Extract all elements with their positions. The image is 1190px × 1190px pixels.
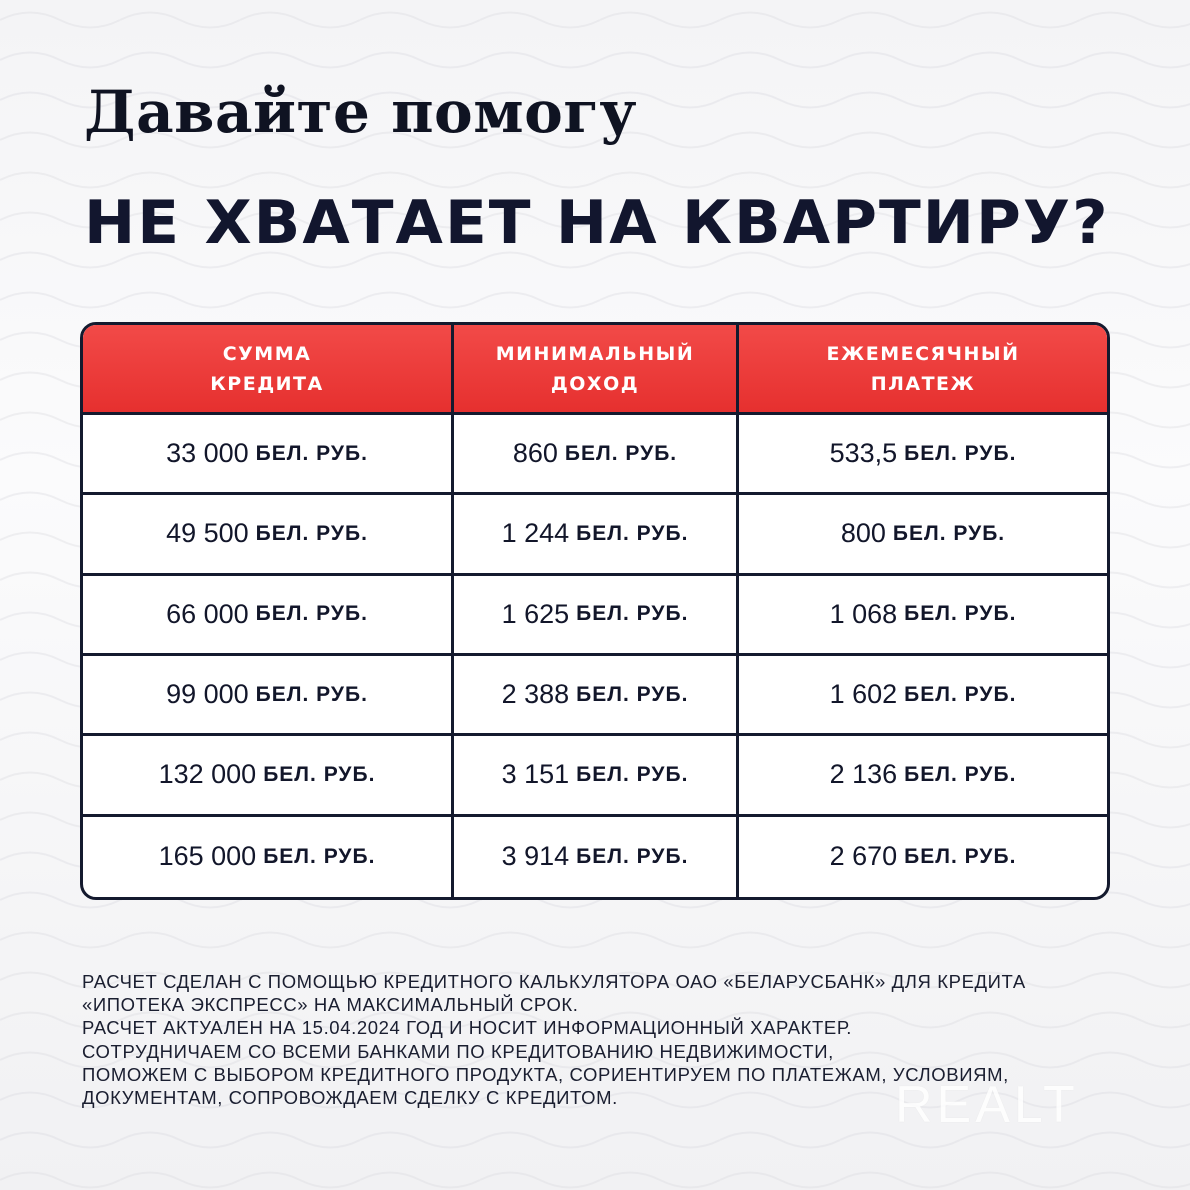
cell-value: 533,5	[829, 438, 898, 469]
cell-monthly-payment: 2 670 БЕЛ. РУБ.	[739, 817, 1107, 897]
header-loan-amount: СУММА КРЕДИТА	[83, 325, 454, 415]
header-monthly-payment: ЕЖЕМЕСЯЧНЫЙ ПЛАТЕЖ	[739, 325, 1107, 415]
cell-loan-amount: 99 000 БЕЛ. РУБ.	[83, 656, 454, 737]
footnote-line: ПОМОЖЕМ С ВЫБОРОМ КРЕДИТНОГО ПРОДУКТА, С…	[82, 1063, 1009, 1085]
cell-value: 99 000	[166, 679, 249, 710]
cell-loan-amount: 49 500 БЕЛ. РУБ.	[83, 495, 454, 576]
cell-value: 33 000	[166, 438, 249, 469]
footnote-line: «ИПОТЕКА ЭКСПРЕСС» НА МАКСИМАЛЬНЫЙ СРОК.	[82, 994, 579, 1016]
cell-value: 3 914	[501, 841, 570, 872]
header-min-income: МИНИМАЛЬНЫЙ ДОХОД	[454, 325, 739, 415]
cell-min-income: 3 914 БЕЛ. РУБ.	[454, 816, 739, 897]
currency-unit: БЕЛ. РУБ.	[904, 844, 1017, 868]
cell-value: 2 136	[829, 759, 898, 790]
footnote-line: РАСЧЕТ АКТУАЛЕН НА 15.04.2024 ГОД И НОСИ…	[82, 1017, 853, 1039]
currency-unit: БЕЛ. РУБ.	[255, 682, 368, 706]
cell-loan-amount: 66 000 БЕЛ. РУБ.	[83, 575, 454, 656]
loan-table: СУММА КРЕДИТА МИНИМАЛЬНЫЙ ДОХОД ЕЖЕМЕСЯЧ…	[80, 322, 1110, 900]
footnote-line: РАСЧЕТ СДЕЛАН С ПОМОЩЬЮ КРЕДИТНОГО КАЛЬК…	[82, 971, 1026, 992]
cell-value: 1 602	[829, 679, 898, 710]
currency-unit: БЕЛ. РУБ.	[576, 602, 689, 626]
footnote-line: ДОКУМЕНТАМ, СОПРОВОЖДАЕМ СДЕЛКУ С КРЕДИТ…	[82, 1087, 618, 1109]
cell-min-income: 2 388 БЕЛ. РУБ.	[454, 656, 739, 737]
cell-value: 2 670	[829, 841, 898, 872]
cell-value: 132 000	[158, 759, 257, 790]
currency-unit: БЕЛ. РУБ.	[576, 844, 689, 868]
cell-value: 3 151	[501, 759, 570, 790]
subheadline: НЕ ХВАТАЕТ НА КВАРТИРУ?	[84, 188, 1110, 258]
cell-loan-amount: 165 000 БЕЛ. РУБ.	[83, 816, 454, 897]
cell-monthly-payment: 1 602 БЕЛ. РУБ.	[739, 656, 1107, 737]
cell-value: 2 388	[501, 679, 570, 710]
footnote: РАСЧЕТ СДЕЛАН С ПОМОЩЬЮ КРЕДИТНОГО КАЛЬК…	[82, 970, 1026, 1109]
cell-value: 1 068	[829, 598, 898, 629]
currency-unit: БЕЛ. РУБ.	[255, 602, 368, 626]
cell-min-income: 1 244 БЕЛ. РУБ.	[454, 495, 739, 576]
currency-unit: БЕЛ. РУБ.	[904, 762, 1017, 786]
cell-monthly-payment: 800 БЕЛ. РУБ.	[739, 495, 1107, 576]
cell-value: 66 000	[166, 598, 249, 629]
currency-unit: БЕЛ. РУБ.	[263, 762, 376, 786]
cell-loan-amount: 132 000 БЕЛ. РУБ.	[83, 736, 454, 817]
cell-value: 800	[840, 518, 886, 549]
currency-unit: БЕЛ. РУБ.	[904, 602, 1017, 626]
cell-min-income: 1 625 БЕЛ. РУБ.	[454, 575, 739, 656]
headline: Давайте помогу	[84, 78, 637, 146]
cell-min-income: 3 151 БЕЛ. РУБ.	[454, 736, 739, 817]
currency-unit: БЕЛ. РУБ.	[892, 521, 1006, 545]
currency-unit: БЕЛ. РУБ.	[564, 441, 678, 465]
currency-unit: БЕЛ. РУБ.	[255, 441, 368, 465]
cell-loan-amount: 33 000 БЕЛ. РУБ.	[83, 415, 454, 496]
currency-unit: БЕЛ. РУБ.	[576, 682, 689, 706]
cell-value: 49 500	[166, 518, 249, 549]
currency-unit: БЕЛ. РУБ.	[263, 844, 376, 868]
currency-unit: БЕЛ. РУБ.	[255, 521, 368, 545]
currency-unit: БЕЛ. РУБ.	[576, 521, 689, 545]
realt-logo-watermark: REALT	[895, 1076, 1079, 1134]
cell-monthly-payment: 2 136 БЕЛ. РУБ.	[739, 736, 1107, 817]
cell-value: 860	[512, 438, 558, 469]
cell-value: 1 244	[501, 518, 570, 549]
currency-unit: БЕЛ. РУБ.	[904, 682, 1017, 706]
cell-monthly-payment: 533,5 БЕЛ. РУБ.	[739, 415, 1107, 496]
cell-value: 1 625	[501, 598, 570, 629]
cell-value: 165 000	[158, 841, 257, 872]
footnote-line: СОТРУДНИЧАЕМ СО ВСЕМИ БАНКАМИ ПО КРЕДИТО…	[82, 1040, 834, 1062]
cell-monthly-payment: 1 068 БЕЛ. РУБ.	[739, 576, 1107, 656]
cell-min-income: 860 БЕЛ. РУБ.	[454, 415, 739, 496]
currency-unit: БЕЛ. РУБ.	[904, 441, 1017, 465]
currency-unit: БЕЛ. РУБ.	[576, 762, 689, 786]
